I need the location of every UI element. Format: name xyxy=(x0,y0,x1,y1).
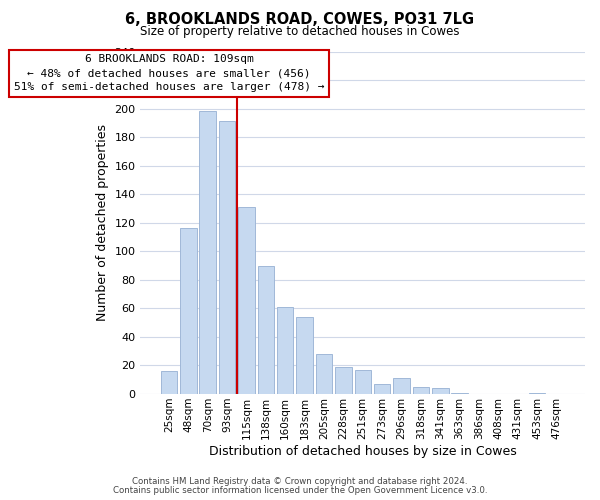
Bar xyxy=(257,266,274,394)
Bar xyxy=(277,307,293,394)
X-axis label: Distribution of detached houses by size in Cowes: Distribution of detached houses by size … xyxy=(209,444,517,458)
Text: Size of property relative to detached houses in Cowes: Size of property relative to detached ho… xyxy=(140,25,460,38)
Bar xyxy=(374,384,391,394)
Bar xyxy=(180,228,197,394)
Text: Contains public sector information licensed under the Open Government Licence v3: Contains public sector information licen… xyxy=(113,486,487,495)
Bar xyxy=(451,392,468,394)
Bar xyxy=(219,122,235,394)
Bar xyxy=(238,207,254,394)
Bar xyxy=(296,317,313,394)
Bar xyxy=(355,370,371,394)
Text: Contains HM Land Registry data © Crown copyright and database right 2024.: Contains HM Land Registry data © Crown c… xyxy=(132,477,468,486)
Text: 6, BROOKLANDS ROAD, COWES, PO31 7LG: 6, BROOKLANDS ROAD, COWES, PO31 7LG xyxy=(125,12,475,28)
Bar xyxy=(335,367,352,394)
Bar xyxy=(316,354,332,394)
Bar xyxy=(413,387,429,394)
Bar xyxy=(432,388,449,394)
Bar xyxy=(393,378,410,394)
Bar xyxy=(199,112,216,394)
Bar xyxy=(529,392,545,394)
Y-axis label: Number of detached properties: Number of detached properties xyxy=(96,124,109,322)
Text: 6 BROOKLANDS ROAD: 109sqm
← 48% of detached houses are smaller (456)
51% of semi: 6 BROOKLANDS ROAD: 109sqm ← 48% of detac… xyxy=(14,54,324,92)
Bar xyxy=(161,371,177,394)
